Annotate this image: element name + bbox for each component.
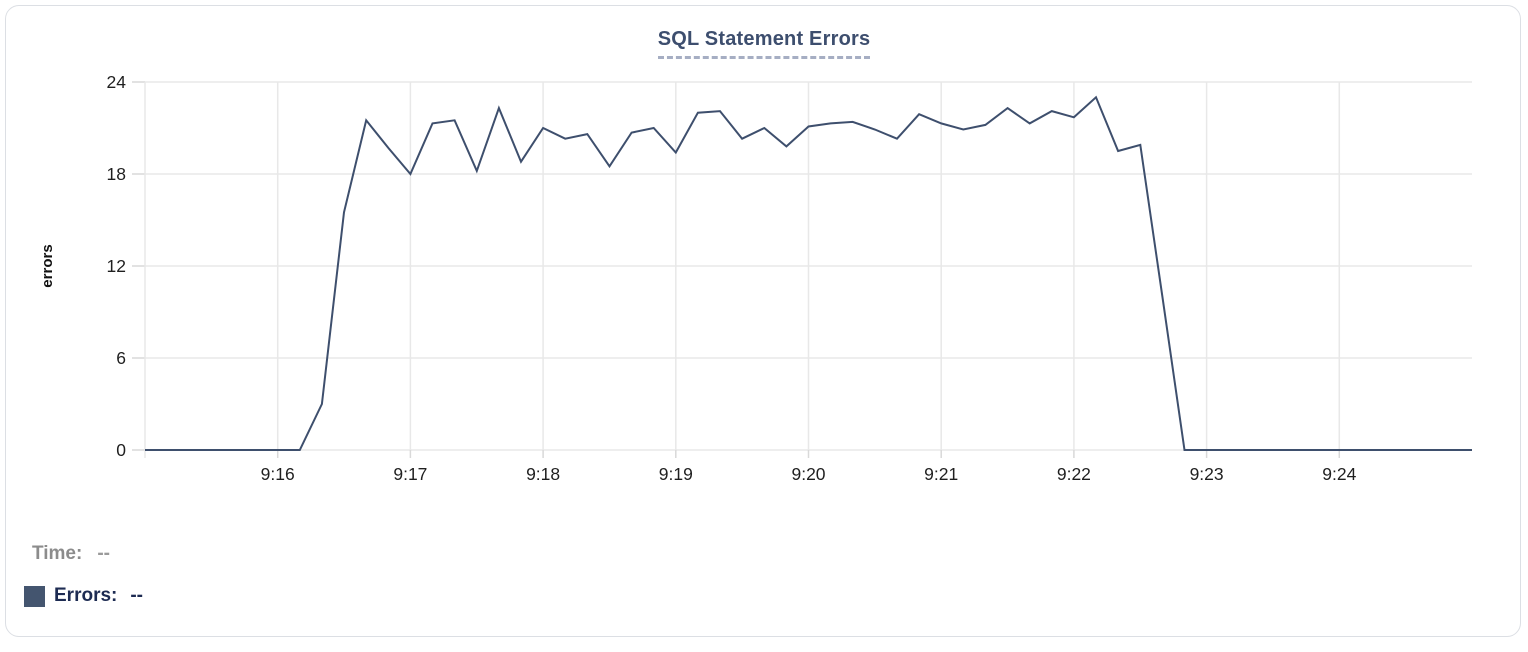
x-tick-label: 9:20 (791, 464, 825, 484)
chart-title[interactable]: SQL Statement Errors (657, 28, 871, 59)
tooltip-time-row: Time: -- (24, 543, 110, 565)
errors-series-line (145, 95, 1472, 451)
y-tick-label: 12 (107, 256, 126, 276)
x-tick-label: 9:23 (1190, 464, 1224, 484)
x-tick-label: 9:16 (261, 464, 295, 484)
x-tick-label: 9:18 (526, 464, 560, 484)
y-tick-label: 24 (107, 72, 127, 92)
tooltip-errors-label: Errors: (54, 585, 118, 606)
x-tick-label: 9:19 (659, 464, 693, 484)
y-tick-label: 6 (116, 348, 126, 368)
x-tick-label: 9:24 (1322, 464, 1356, 484)
errors-series-swatch-icon (24, 585, 45, 607)
tooltip-errors-row: Errors: -- (24, 585, 143, 607)
x-tick-label: 9:17 (393, 464, 427, 484)
y-tick-label: 18 (107, 164, 126, 184)
tooltip-time-value: -- (97, 543, 110, 564)
y-tick-label: 0 (116, 440, 126, 460)
x-tick-label: 9:21 (924, 464, 958, 484)
chart-header: SQL Statement Errors (0, 28, 1528, 59)
errors-line-chart[interactable]: 0 6 12 18 24 9:16 9:17 9:18 9:19 9:20 9:21 9:22 9:23… (0, 0, 1528, 500)
tooltip-errors-value: -- (130, 585, 144, 606)
tooltip-time-label: Time: (32, 543, 83, 564)
x-tick-label: 9:22 (1057, 464, 1091, 484)
y-axis-title: errors (39, 244, 56, 287)
